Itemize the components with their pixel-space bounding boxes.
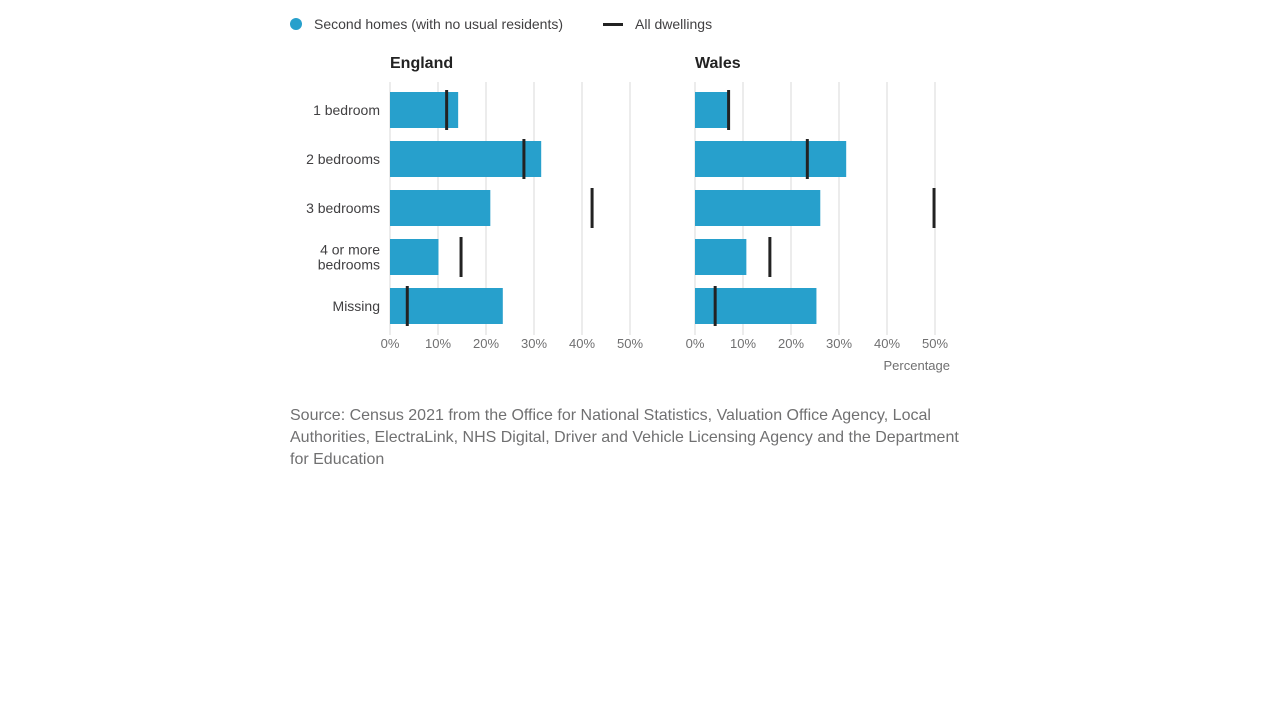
category-label-line: Missing [333, 298, 380, 314]
panel-title-england: England [390, 55, 453, 72]
category-label-line: 2 bedrooms [306, 151, 380, 167]
category-label-line: 4 or more [320, 242, 380, 258]
bar-england-missing [390, 288, 503, 324]
category-label-3-bedrooms: 3 bedrooms [306, 200, 380, 216]
category-label-2-bedrooms: 2 bedrooms [306, 151, 380, 167]
bar-wales-4-or-more-bedrooms [695, 239, 747, 275]
bar-wales-2-bedrooms [695, 141, 847, 177]
category-label-4-or-more-bedrooms: 4 or more bedrooms [318, 242, 380, 273]
category-label-line: 1 bedroom [313, 102, 380, 118]
category-label-line: bedrooms [318, 257, 380, 273]
category-label-line: 3 bedrooms [306, 200, 380, 216]
bar-england-4-or-more-bedrooms [390, 239, 439, 275]
tick-label-england-4: 40% [569, 336, 595, 351]
tick-label-wales-2: 20% [778, 336, 804, 351]
legend-item-all-dwellings[interactable]: All dwellings [603, 16, 712, 32]
bar-wales-3-bedrooms [695, 190, 821, 226]
tick-label-england-2: 20% [473, 336, 499, 351]
tick-label-england-0: 0% [381, 336, 400, 351]
tick-label-wales-5: 50% [922, 336, 948, 351]
tick-label-wales-4: 40% [874, 336, 900, 351]
tick-label-england-1: 10% [425, 336, 451, 351]
tick-label-england-5: 50% [617, 336, 643, 351]
bar-england-3-bedrooms [390, 190, 491, 226]
category-label-1-bedroom: 1 bedroom [313, 102, 380, 118]
bar-wales-1-bedroom [695, 92, 730, 128]
bar-england-2-bedrooms [390, 141, 542, 177]
legend-label-second-homes: Second homes (with no usual residents) [314, 16, 564, 32]
panel-title-wales: Wales [695, 55, 741, 72]
legend: Second homes (with no usual residents) A… [290, 14, 752, 34]
chart: 1 bedroom 2 bedrooms 3 bedrooms 4 or more be… [306, 55, 951, 373]
tick-label-wales-1: 10% [730, 336, 756, 351]
tick-label-wales-3: 30% [826, 336, 852, 351]
legend-label-all-dwellings: All dwellings [635, 16, 713, 32]
legend-item-second-homes[interactable]: Second homes (with no usual residents) [290, 16, 563, 32]
axis-label-wales: Percentage [884, 358, 951, 373]
category-label-missing: Missing [333, 298, 380, 314]
tick-label-wales-0: 0% [686, 336, 705, 351]
bar-wales-missing [695, 288, 817, 324]
legend-swatch-all-dwellings [603, 22, 624, 26]
tick-label-england-3: 30% [521, 336, 547, 351]
source-note: Source: Census 2021 from the Office for … [290, 407, 959, 468]
legend-swatch-second-homes [290, 18, 302, 30]
